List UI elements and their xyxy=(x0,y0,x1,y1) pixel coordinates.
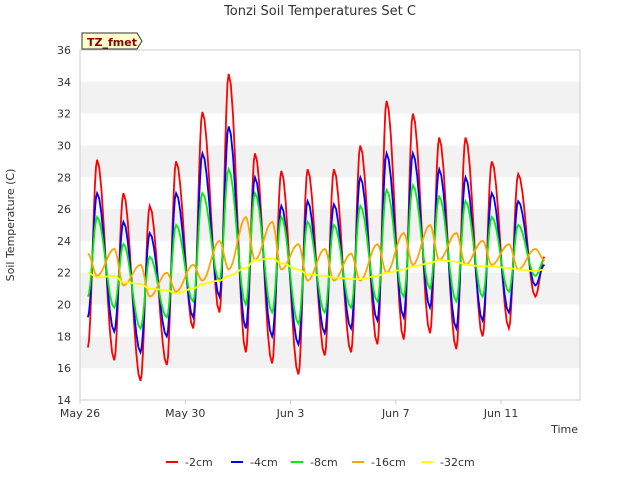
y-tick-label: 14 xyxy=(57,394,71,407)
chart-title: Tonzi Soil Temperatures Set C xyxy=(223,4,416,19)
legend-label: -32cm xyxy=(440,456,475,469)
plot-area xyxy=(79,49,581,401)
y-tick-label: 30 xyxy=(57,139,71,152)
site-badge: TZ_fmet xyxy=(81,32,143,50)
series-line-minus-16cm xyxy=(87,215,545,298)
x-tick-label: May 26 xyxy=(60,407,100,420)
legend-label: -8cm xyxy=(310,456,338,469)
x-tick-label: May 30 xyxy=(165,407,205,420)
y-tick-label: 32 xyxy=(57,108,71,121)
badge-box xyxy=(81,32,143,50)
legend-label: -16cm xyxy=(371,456,406,469)
series-line-minus-32cm xyxy=(87,257,545,295)
x-axis-ticks: May 26 May 30 Jun 3 Jun 7 Jun 11 xyxy=(60,400,519,420)
grid-band xyxy=(80,145,580,178)
y-axis-label: Soil Temperature (C) xyxy=(4,169,17,282)
y-tick-label: 36 xyxy=(57,44,71,57)
legend: -2cm -4cm -8cm -16cm -32cm xyxy=(166,456,475,469)
x-tick-label: Jun 3 xyxy=(276,407,305,420)
grid-bands xyxy=(80,81,580,369)
y-tick-label: 20 xyxy=(57,299,71,312)
series-lines xyxy=(87,73,546,382)
badge-label: TZ_fmet xyxy=(87,36,137,49)
grid-band xyxy=(80,272,580,305)
grid-band xyxy=(80,336,580,369)
y-tick-label: 34 xyxy=(57,76,71,89)
y-axis-ticks: 14 16 18 20 22 24 26 28 30 32 34 36 xyxy=(57,44,71,407)
y-tick-label: 22 xyxy=(57,267,71,280)
x-tick-label: Jun 7 xyxy=(381,407,410,420)
grid-band xyxy=(80,81,580,114)
y-tick-label: 16 xyxy=(57,362,71,375)
y-tick-label: 24 xyxy=(57,235,71,248)
legend-label: -4cm xyxy=(250,456,278,469)
y-tick-label: 26 xyxy=(57,203,71,216)
x-axis-label: Time xyxy=(550,423,578,436)
y-tick-label: 28 xyxy=(57,171,71,184)
x-tick-label: Jun 11 xyxy=(483,407,519,420)
legend-label: -2cm xyxy=(185,456,213,469)
y-tick-label: 18 xyxy=(57,330,71,343)
